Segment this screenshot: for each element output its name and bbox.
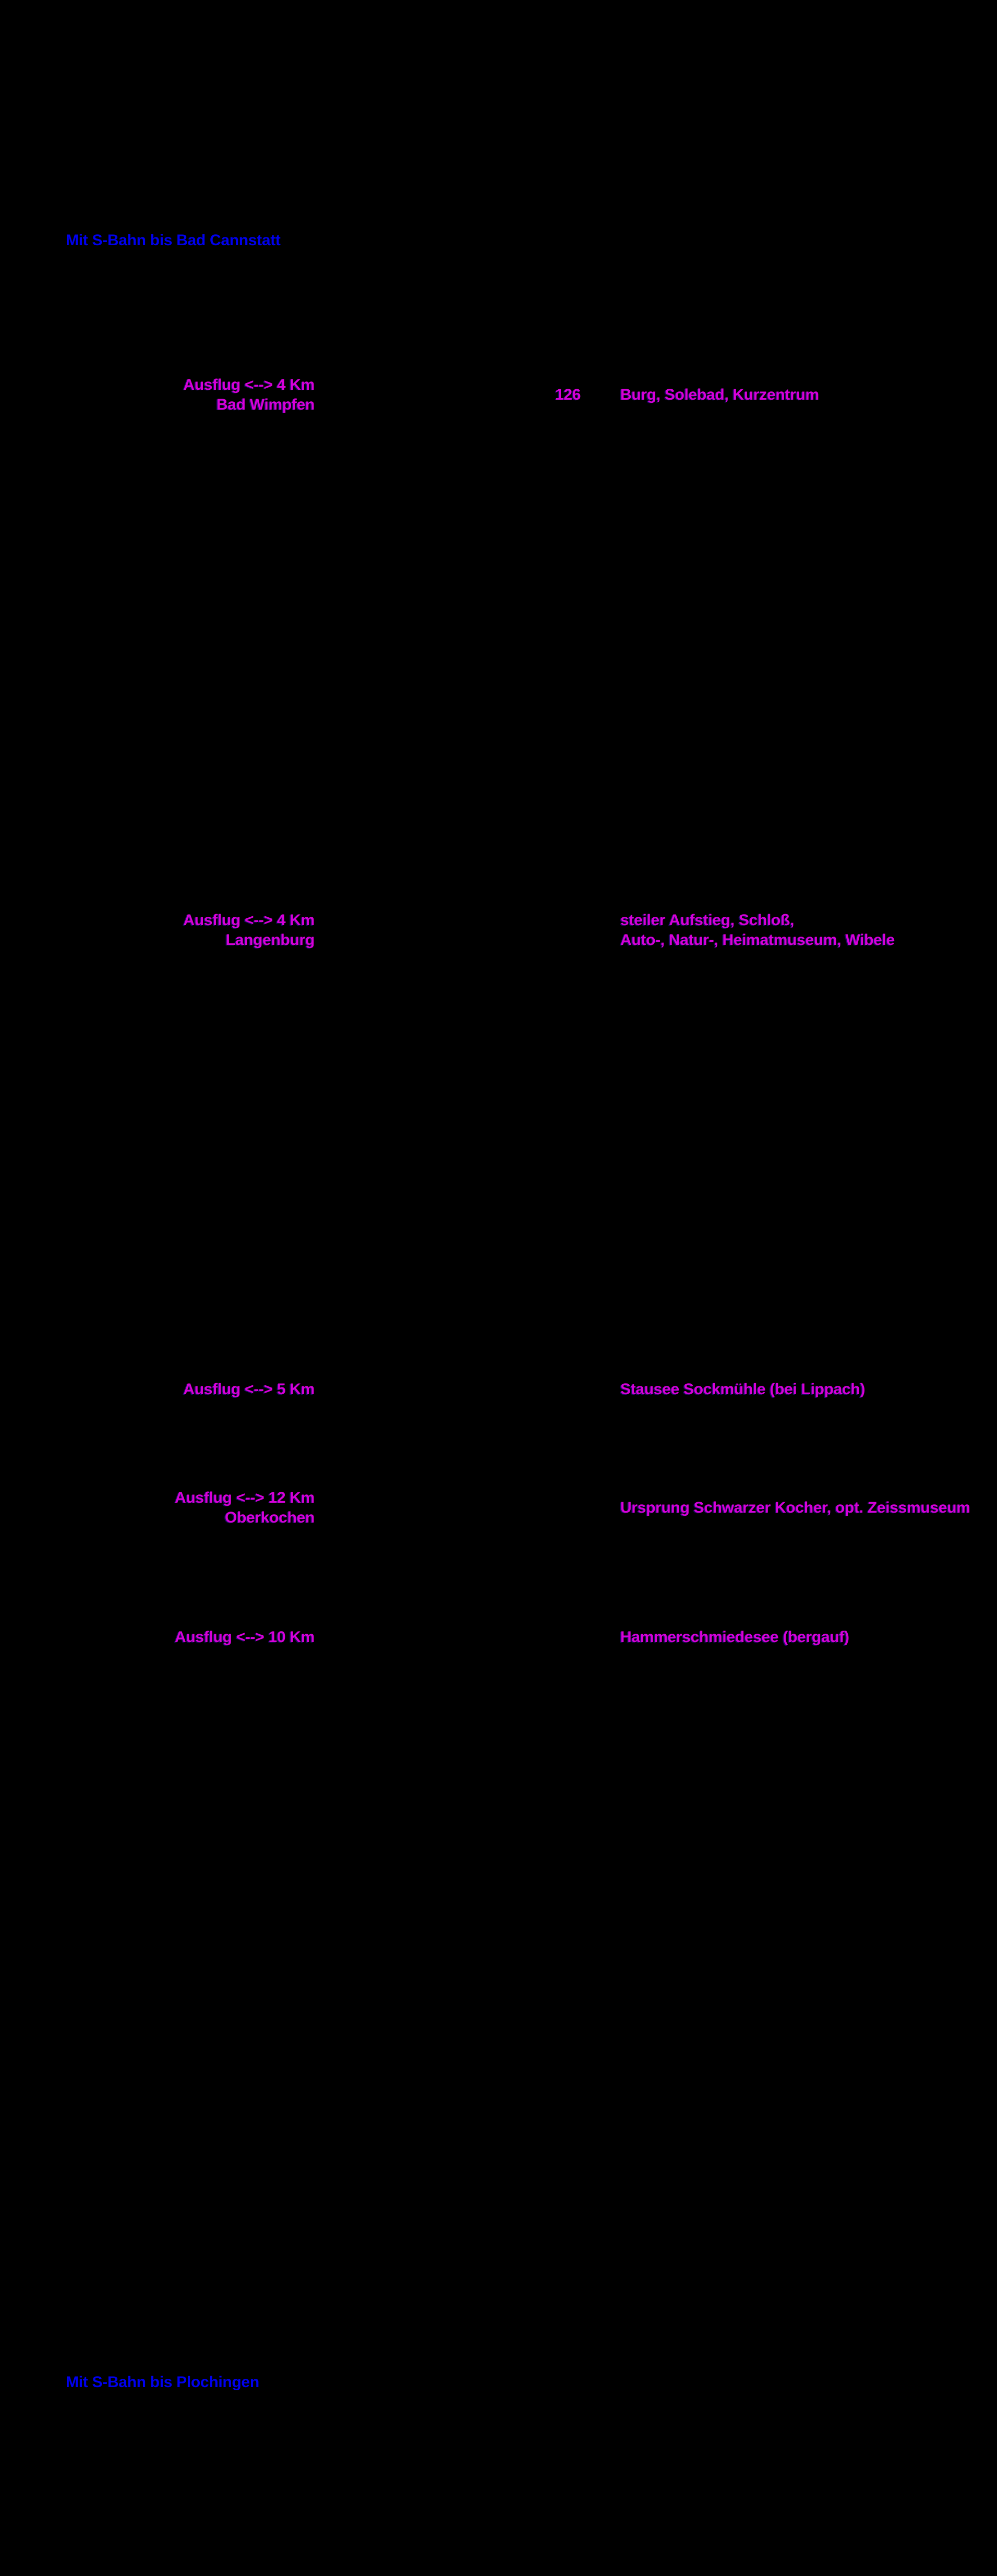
excursion-row-3-right: Stausee Sockmühle (bei Lippach) — [620, 1380, 865, 1399]
excursion-row-5-left: Ausflug <--> 10 Km — [106, 1627, 315, 1647]
excursion-destination: Oberkochen — [224, 1509, 315, 1526]
excursion-row-1-left: Ausflug <--> 4 Km Bad Wimpfen — [106, 375, 315, 415]
excursion-sights: Hammerschmiedesee (bergauf) — [620, 1628, 849, 1646]
excursion-sights: Ursprung Schwarzer Kocher, opt. Zeissmus… — [620, 1499, 970, 1516]
excursion-row-2-left: Ausflug <--> 4 Km Langenburg — [106, 910, 315, 950]
excursion-row-1-right: Burg, Solebad, Kurzentrum — [620, 385, 819, 405]
excursion-distance: Ausflug <--> 5 Km — [183, 1381, 315, 1398]
excursion-distance: Ausflug <--> 4 Km — [183, 912, 315, 929]
excursion-sights: Auto-, Natur-, Heimatmuseum, Wibele — [620, 931, 895, 949]
excursion-destination: Langenburg — [225, 931, 315, 949]
excursion-destination: Bad Wimpfen — [216, 396, 315, 413]
excursion-sights: steiler Aufstieg, Schloß, — [620, 912, 795, 929]
sbahn-note-top: Mit S-Bahn bis Bad Cannstatt — [66, 232, 281, 249]
excursion-row-3-left: Ausflug <--> 5 Km — [106, 1380, 315, 1399]
excursion-sights: Stausee Sockmühle (bei Lippach) — [620, 1381, 866, 1398]
excursion-row-5-right: Hammerschmiedesee (bergauf) — [620, 1627, 849, 1647]
km-marker: 126 — [555, 386, 581, 403]
excursion-row-4-right: Ursprung Schwarzer Kocher, opt. Zeissmus… — [620, 1498, 970, 1518]
excursion-distance: Ausflug <--> 10 Km — [175, 1628, 315, 1646]
sbahn-note-bottom: Mit S-Bahn bis Plochingen — [66, 2374, 259, 2391]
excursion-row-4-left: Ausflug <--> 12 Km Oberkochen — [106, 1488, 315, 1528]
excursion-distance: Ausflug <--> 4 Km — [183, 376, 315, 393]
excursion-distance: Ausflug <--> 12 Km — [175, 1489, 315, 1506]
excursion-row-2-right: steiler Aufstieg, Schloß, Auto-, Natur-,… — [620, 910, 895, 950]
excursion-sights: Burg, Solebad, Kurzentrum — [620, 386, 819, 403]
